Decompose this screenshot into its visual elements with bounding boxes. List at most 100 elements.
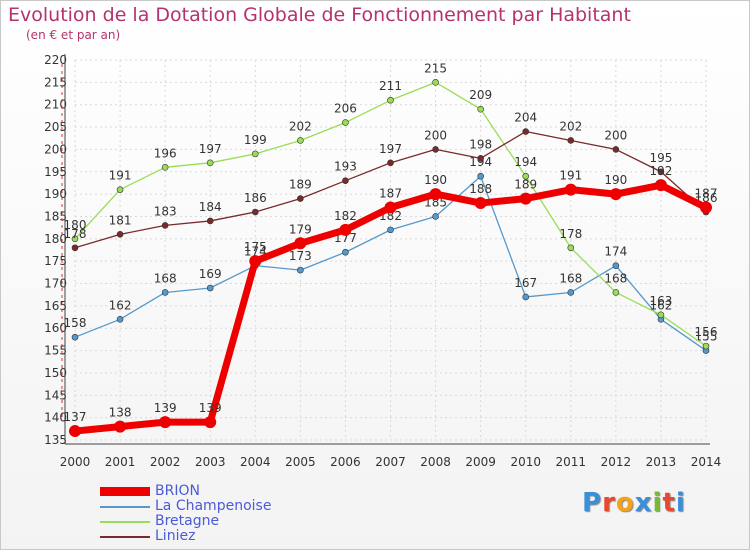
data-point (71, 333, 79, 341)
data-label: 195 (649, 151, 672, 165)
y-tick-label: 175 (44, 254, 67, 268)
y-tick-label: 200 (44, 142, 67, 156)
data-label: 179 (289, 222, 312, 236)
data-label: 193 (334, 160, 357, 174)
data-label: 183 (154, 204, 177, 218)
legend-label-liniez: Liniez (155, 528, 196, 544)
x-tick-label: 2009 (465, 455, 496, 469)
y-tick-label: 165 (44, 299, 67, 313)
data-point (612, 262, 620, 269)
data-point (206, 284, 214, 292)
data-label: 137 (64, 410, 87, 424)
data-point (297, 137, 304, 144)
data-point (657, 168, 665, 176)
data-point (206, 159, 214, 167)
legend-label-bretagne: Bretagne (155, 513, 220, 529)
data-point (522, 128, 530, 135)
x-tick-label: 2004 (240, 455, 271, 469)
data-label: 190 (604, 173, 627, 187)
legend-swatch-bretagne (100, 521, 150, 523)
data-label: 155 (695, 330, 718, 344)
x-tick-label: 2001 (105, 455, 136, 469)
y-tick-label: 150 (44, 366, 67, 380)
data-point (432, 213, 439, 220)
y-tick-label: 170 (44, 277, 67, 291)
data-label: 194 (469, 155, 492, 169)
y-tick-label: 180 (44, 232, 67, 246)
data-label: 162 (649, 298, 672, 312)
y-tick-label: 160 (44, 321, 67, 335)
x-tick-label: 2008 (420, 455, 451, 469)
x-tick-label: 2013 (646, 455, 677, 469)
data-label: 204 (514, 111, 537, 125)
data-label: 202 (559, 119, 582, 133)
data-point (700, 201, 712, 214)
data-point (116, 231, 124, 238)
data-label: 156 (695, 325, 718, 339)
data-label: 189 (289, 178, 312, 192)
x-tick-label: 2002 (150, 455, 181, 469)
data-point (522, 172, 530, 180)
data-point (69, 425, 81, 438)
data-point (206, 217, 214, 225)
data-label: 189 (514, 178, 537, 192)
data-point (251, 150, 259, 158)
data-label: 182 (334, 209, 357, 223)
data-label: 184 (199, 200, 222, 214)
data-point (477, 105, 484, 113)
data-label: 186 (244, 191, 267, 205)
data-label: 200 (424, 128, 447, 142)
data-point (387, 96, 394, 104)
data-point (384, 201, 397, 214)
data-label: 174 (604, 245, 627, 259)
data-label: 158 (64, 316, 87, 330)
data-point (702, 342, 710, 350)
data-label: 199 (244, 133, 267, 147)
data-point (474, 197, 487, 210)
data-label: 187 (695, 187, 718, 201)
x-tick-label: 2005 (285, 455, 316, 469)
x-tick-label: 2011 (556, 455, 587, 469)
data-point (294, 237, 307, 250)
data-point (249, 255, 262, 268)
y-tick-label: 135 (44, 433, 67, 447)
data-point (342, 119, 349, 126)
y-tick-label: 190 (44, 187, 67, 201)
data-label: 202 (289, 119, 312, 133)
data-point (116, 315, 124, 323)
data-label: 169 (199, 267, 222, 281)
data-point (612, 146, 620, 153)
data-label: 190 (424, 173, 447, 187)
legend-label-la-champenoise: La Champenoise (155, 498, 272, 514)
data-point (387, 226, 394, 234)
data-point (342, 177, 349, 185)
data-point (159, 416, 172, 429)
y-tick-label: 185 (44, 209, 67, 223)
data-point (161, 163, 169, 171)
data-label: 139 (154, 401, 177, 415)
data-label: 168 (154, 271, 177, 285)
data-label: 197 (199, 142, 222, 156)
data-label: 178 (64, 227, 87, 241)
x-tick-label: 2010 (510, 455, 541, 469)
data-point (429, 188, 442, 201)
x-tick-label: 2012 (601, 455, 632, 469)
data-point (387, 159, 394, 167)
data-point (71, 235, 79, 243)
data-point (567, 289, 575, 296)
data-point (114, 420, 127, 433)
data-label: 181 (109, 213, 132, 227)
data-label: 192 (649, 164, 672, 178)
data-label: 197 (379, 142, 402, 156)
data-point (339, 223, 352, 236)
data-label: 215 (424, 61, 447, 75)
data-point (161, 222, 169, 229)
y-tick-label: 215 (44, 75, 67, 89)
data-point (432, 146, 439, 153)
legend-swatch-liniez (100, 536, 150, 538)
x-tick-label: 2014 (691, 455, 722, 469)
data-label: 191 (559, 169, 582, 183)
y-tick-label: 220 (44, 53, 67, 67)
data-label: 211 (379, 79, 402, 93)
y-tick-label: 140 (44, 411, 67, 425)
